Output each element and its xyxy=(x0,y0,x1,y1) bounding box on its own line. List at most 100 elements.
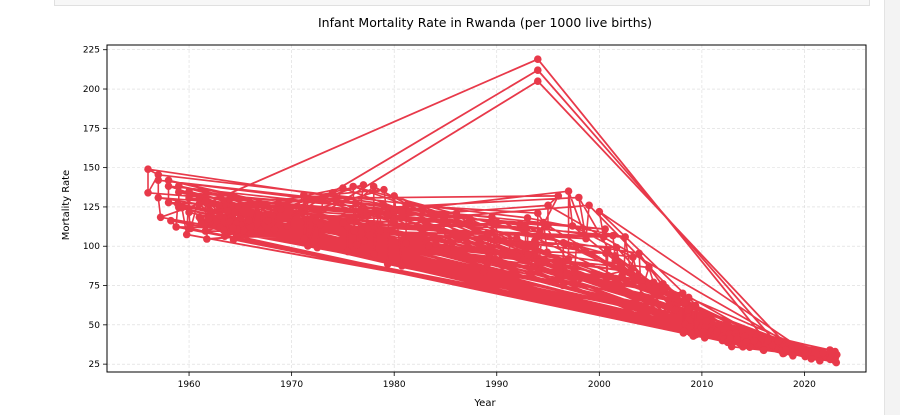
series-line xyxy=(321,80,539,214)
data-point xyxy=(220,232,229,240)
data-point xyxy=(359,181,368,189)
x-tick-label: 1980 xyxy=(383,380,406,390)
data-point xyxy=(154,176,163,185)
data-point xyxy=(621,233,629,241)
data-point xyxy=(234,202,242,210)
data-point xyxy=(352,241,361,249)
data-point xyxy=(491,255,499,263)
plot-area xyxy=(106,44,867,373)
data-point xyxy=(174,188,183,196)
data-point xyxy=(700,334,709,342)
data-point xyxy=(671,306,680,314)
data-point xyxy=(363,212,372,220)
data-point xyxy=(521,222,529,230)
x-tick-label: 2020 xyxy=(793,380,816,390)
data-point xyxy=(559,281,567,290)
y-tick-label: 75 xyxy=(89,282,100,292)
data-point xyxy=(582,234,590,243)
data-point xyxy=(270,225,279,234)
data-point xyxy=(635,249,643,258)
data-point xyxy=(363,224,372,233)
data-point xyxy=(554,192,563,200)
data-point xyxy=(239,226,248,235)
data-point xyxy=(226,217,234,226)
data-point xyxy=(164,182,173,190)
data-point xyxy=(691,301,700,310)
data-point xyxy=(626,268,635,276)
data-point xyxy=(685,323,694,331)
data-point xyxy=(379,200,387,208)
data-point xyxy=(794,342,802,351)
data-point xyxy=(283,222,292,230)
data-point xyxy=(488,213,496,221)
data-point xyxy=(659,279,667,288)
data-point xyxy=(246,229,255,237)
data-point xyxy=(782,346,790,354)
data-point xyxy=(418,206,427,214)
series-line xyxy=(291,69,539,218)
data-point xyxy=(680,299,689,307)
data-point xyxy=(494,235,503,244)
data-point xyxy=(568,222,577,230)
data-point xyxy=(543,248,551,257)
y-tick-label: 50 xyxy=(89,321,101,331)
data-point xyxy=(402,201,410,209)
data-point xyxy=(167,216,175,225)
chart-title: Infant Mortality Rate in Rwanda (per 100… xyxy=(318,15,652,30)
data-point xyxy=(195,193,204,201)
data-point xyxy=(369,182,378,191)
y-tick-label: 200 xyxy=(83,85,100,95)
data-point xyxy=(257,226,265,235)
data-point xyxy=(601,225,609,233)
data-point xyxy=(742,338,751,346)
data-point xyxy=(185,208,193,217)
data-point xyxy=(425,242,433,250)
data-point xyxy=(350,226,358,235)
data-point xyxy=(360,236,369,245)
y-tick-label: 150 xyxy=(83,164,100,174)
data-point xyxy=(532,240,540,249)
data-point xyxy=(229,235,238,244)
data-point xyxy=(448,239,457,247)
y-tick-label: 100 xyxy=(83,242,100,252)
data-point xyxy=(201,197,210,206)
data-point xyxy=(561,240,570,248)
chart-svg: Infant Mortality Rate in Rwanda (per 100… xyxy=(61,15,867,409)
data-point xyxy=(726,334,734,342)
data-point xyxy=(483,260,492,268)
series-line xyxy=(209,58,539,204)
data-point xyxy=(536,228,544,237)
top-strip xyxy=(54,0,870,6)
data-point xyxy=(633,271,642,280)
data-point xyxy=(349,182,357,191)
scrollbar-gutter[interactable] xyxy=(884,0,900,415)
data-point xyxy=(774,337,783,346)
data-point xyxy=(533,55,542,63)
data-point xyxy=(229,224,237,232)
data-point xyxy=(352,199,361,208)
data-point xyxy=(750,336,759,345)
data-point xyxy=(246,223,255,232)
y-tick-label: 225 xyxy=(83,46,100,56)
series-lines xyxy=(147,58,838,364)
x-axis-ticks: 1960 1970 1980 1990 2000 2010 2020 xyxy=(178,372,816,390)
data-point xyxy=(300,234,309,243)
data-point xyxy=(370,250,379,259)
data-point xyxy=(673,295,682,304)
data-point xyxy=(258,200,266,209)
data-point xyxy=(759,346,768,355)
data-point xyxy=(526,271,534,279)
data-point xyxy=(544,221,552,230)
data-point xyxy=(264,217,272,225)
data-point xyxy=(185,194,193,202)
data-point xyxy=(316,220,325,229)
data-point xyxy=(318,196,327,205)
data-point xyxy=(687,329,695,338)
series-points xyxy=(144,55,841,367)
data-point xyxy=(216,212,224,220)
data-point xyxy=(564,187,573,196)
data-point xyxy=(764,336,772,345)
data-point xyxy=(174,182,183,190)
data-point xyxy=(512,234,521,243)
y-tick-label: 175 xyxy=(83,124,100,134)
